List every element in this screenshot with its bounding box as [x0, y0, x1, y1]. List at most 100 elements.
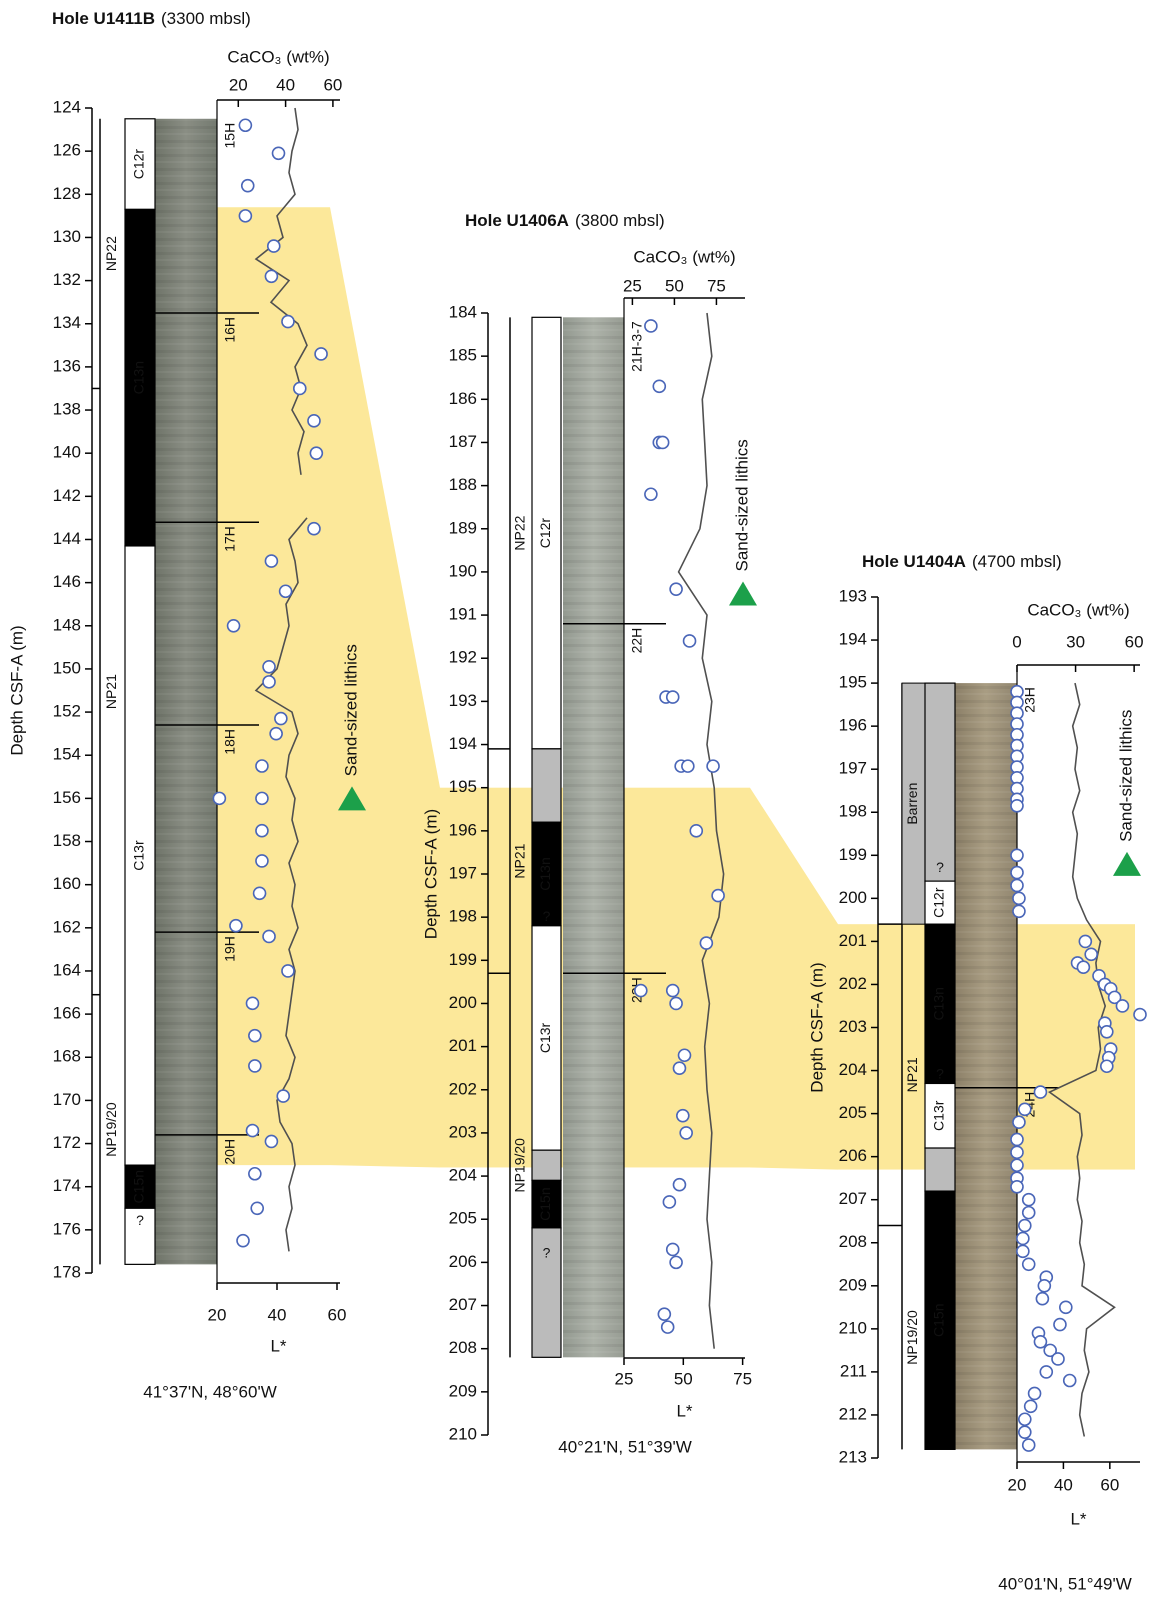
- caco3-point: [689, 824, 704, 838]
- depth-tick-label: 208: [839, 1232, 867, 1251]
- caco3-point: [682, 634, 697, 648]
- caco3-point: [212, 791, 227, 806]
- caco3-tick-label: 40: [276, 75, 295, 94]
- depth-tick-label: 198: [449, 907, 477, 926]
- caco3-point: [1033, 1085, 1048, 1099]
- caco3-point: [1062, 1373, 1077, 1388]
- caco3-point: [1051, 1352, 1065, 1366]
- lstar-axis-label: L*: [1070, 1509, 1086, 1528]
- depth-tick-label: 150: [53, 658, 81, 677]
- caco3-point: [266, 239, 281, 253]
- caco3-point: [281, 964, 295, 978]
- depth-tick-label: 207: [839, 1189, 867, 1208]
- depth-tick-label: 162: [53, 917, 81, 936]
- depth-tick-label: 200: [449, 993, 477, 1012]
- chron-label: C13r: [931, 1100, 947, 1131]
- depth-tick-label: 154: [53, 745, 81, 764]
- depth-tick-label: 172: [53, 1133, 81, 1152]
- chron-box: [124, 1207, 156, 1265]
- chron-label: C13n: [131, 361, 147, 394]
- panels-layer: Hole U1411B (3300 mbsl) 124 126 128 130 132 134…: [7, 9, 1147, 1593]
- caco3-point: [252, 886, 267, 901]
- caco3-point: [271, 146, 286, 161]
- zone-label: Barren: [904, 783, 920, 825]
- caco3-point: [1010, 848, 1024, 863]
- lstar-axis-label: L*: [676, 1401, 692, 1420]
- depth-tick-label: 195: [839, 673, 867, 692]
- caco3-point: [679, 1126, 693, 1140]
- depth-tick-label: 193: [449, 691, 477, 710]
- caco3-point: [1012, 891, 1026, 906]
- depth-tick-label: 152: [53, 702, 81, 721]
- caco3-point: [292, 381, 307, 396]
- depth-tick-label: 188: [449, 475, 477, 494]
- highlight-connector: [330, 207, 440, 1168]
- caco3-tick-label: 0: [1012, 632, 1021, 651]
- core-label: 15H: [222, 123, 238, 149]
- depth-tick-label: 126: [53, 141, 81, 160]
- depth-tick-label: 164: [53, 960, 81, 979]
- chron-label: C13n: [931, 987, 947, 1020]
- caco3-point: [669, 582, 683, 596]
- lstar-line: [677, 312, 725, 1349]
- caco3-point: [255, 791, 269, 806]
- caco3-point: [1076, 960, 1091, 975]
- lithics-label: Sand-sized lithics: [732, 439, 751, 571]
- caco3-point: [255, 854, 269, 868]
- depth-tick-label: 186: [449, 389, 477, 408]
- chron-box: [531, 1149, 562, 1181]
- uncertain-mark: ?: [136, 1212, 144, 1228]
- chron-box: [531, 925, 562, 1151]
- depth-tick-label: 134: [53, 313, 81, 332]
- chron-box: [924, 923, 956, 1085]
- caco3-point: [309, 446, 324, 460]
- core-log-panel: Hole U1411B (3300 mbsl) 124 126 128 130 132 134…: [7, 9, 366, 1401]
- depth-tick-label: 138: [53, 400, 81, 419]
- depth-tick-label: 213: [839, 1447, 867, 1466]
- caco3-point: [657, 1307, 672, 1321]
- caco3-point: [248, 1028, 262, 1043]
- caco3-point: [1018, 1218, 1032, 1233]
- caco3-point: [662, 1195, 677, 1209]
- uncertain-mark: ?: [543, 908, 551, 924]
- zone-label: NP21: [512, 843, 528, 878]
- core-texture: [155, 118, 217, 1265]
- chron-label: C13r: [131, 840, 147, 871]
- depth-tick-label: 140: [53, 443, 81, 462]
- lstar-tick-label: 50: [674, 1369, 693, 1388]
- depth-tick-label: 203: [449, 1122, 477, 1141]
- caco3-point: [250, 1201, 265, 1216]
- chron-box: [531, 748, 562, 823]
- title-hole: Hole U1406A: [465, 211, 569, 230]
- lstar-tick-label: 25: [615, 1369, 634, 1388]
- caco3-point: [238, 118, 253, 133]
- caco3-point: [264, 1134, 279, 1149]
- depth-tick-label: 205: [449, 1209, 477, 1228]
- depth-tick-label: 170: [53, 1090, 81, 1109]
- depth-tick-label: 190: [449, 561, 477, 580]
- caco3-point: [255, 759, 269, 773]
- caco3-point: [262, 675, 276, 689]
- caco3-point: [1018, 1425, 1032, 1439]
- caco3-point: [314, 347, 328, 361]
- caco3-point: [1016, 1244, 1030, 1259]
- depth-tick-label: 156: [53, 788, 81, 807]
- depth-tick-label: 174: [53, 1176, 81, 1195]
- caco3-point: [245, 996, 260, 1011]
- chron-label: C12r: [537, 518, 553, 549]
- caco3-point: [1133, 1007, 1147, 1022]
- uncertain-mark: ?: [936, 859, 944, 875]
- caco3-axis-label: CaCO₃ (wt%): [227, 47, 329, 66]
- title-hole: Hole U1404A: [862, 552, 966, 571]
- lstar-tick-label: 40: [1054, 1475, 1073, 1494]
- caco3-point: [1027, 1386, 1042, 1401]
- core-label: 16H: [222, 317, 238, 343]
- chron-box: [124, 208, 156, 547]
- caco3-point: [1018, 1412, 1032, 1427]
- caco3-point: [274, 711, 288, 726]
- depth-tick-label: 204: [449, 1166, 477, 1185]
- caco3-point: [1016, 1231, 1030, 1246]
- caco3-point: [1084, 947, 1098, 962]
- caco3-point: [269, 726, 283, 741]
- chron-box: [924, 880, 956, 925]
